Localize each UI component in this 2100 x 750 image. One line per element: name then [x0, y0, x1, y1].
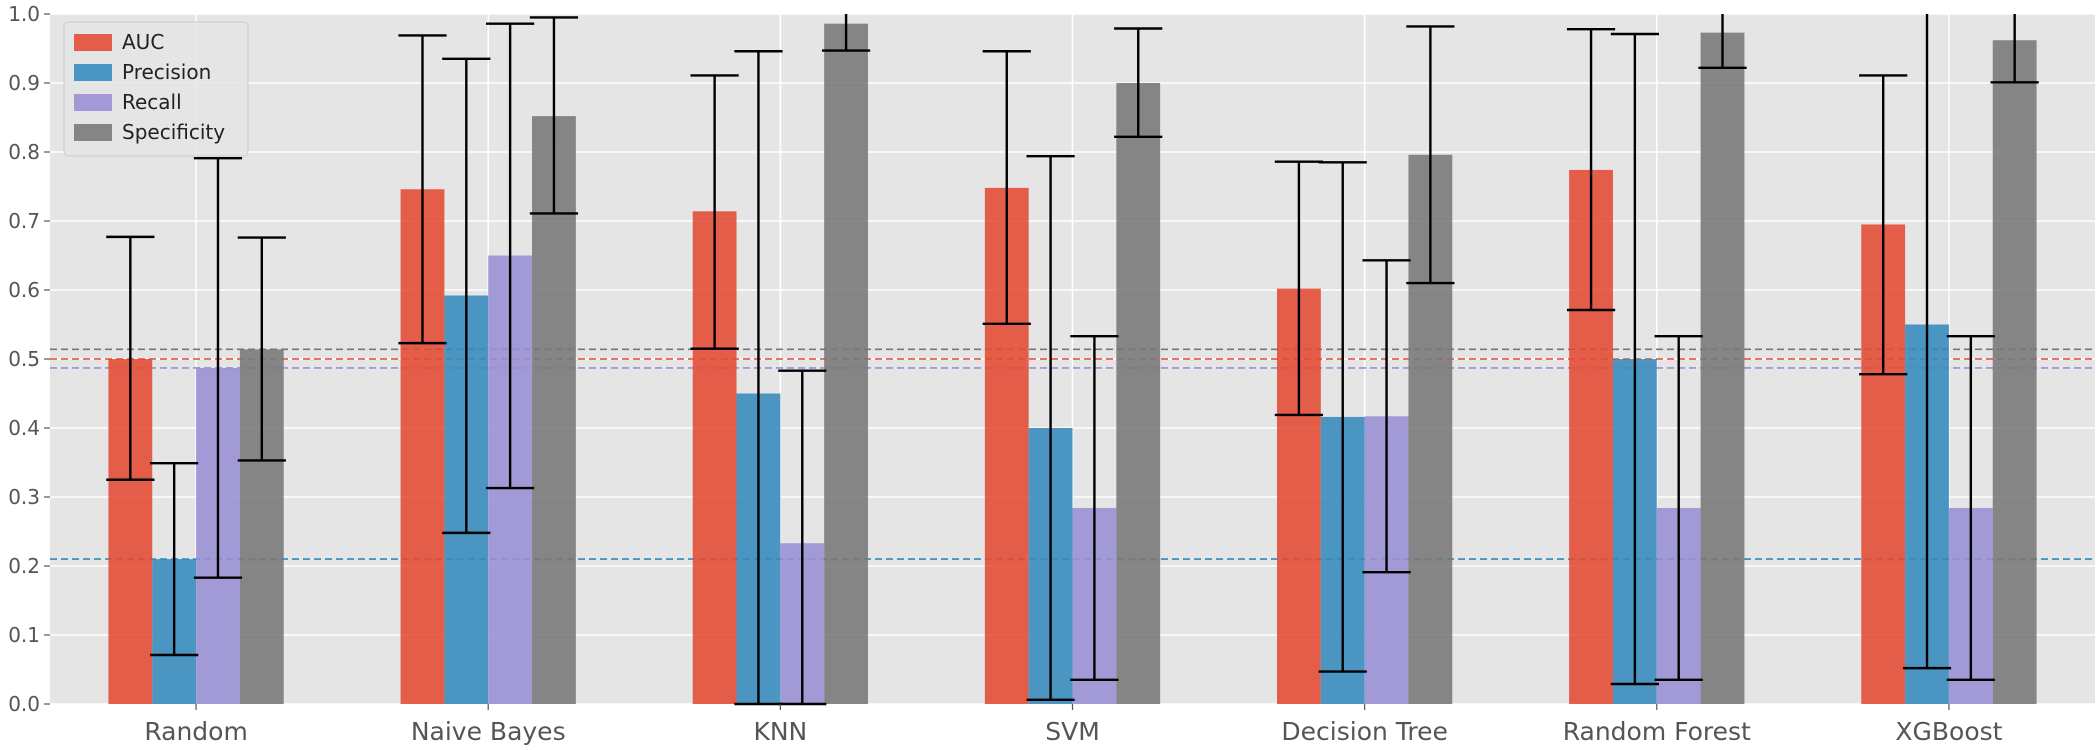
x-tick-label: Random	[144, 717, 248, 746]
y-tick-label: 0.3	[8, 485, 40, 509]
bar	[824, 23, 868, 705]
y-tick-label: 0.1	[8, 623, 40, 647]
legend-swatch	[74, 94, 112, 111]
legend-label: Specificity	[122, 120, 225, 144]
legend-box	[63, 21, 249, 157]
x-tick-label: Naive Bayes	[411, 717, 566, 746]
bars	[108, 23, 2037, 705]
x-axis-ticks: Random Naive Bayes KNN SVM Decision Tree Rand…	[144, 704, 2003, 746]
x-tick-label: KNN	[753, 717, 807, 746]
y-tick-label: 0.7	[8, 209, 40, 233]
bar	[1700, 32, 1745, 704]
legend-swatch	[74, 34, 112, 51]
x-tick-label: XGBoost	[1895, 717, 2002, 746]
x-tick-label: Random Forest	[1563, 717, 1751, 746]
x-tick-label: SVM	[1045, 717, 1100, 746]
y-tick-label: 0.2	[8, 554, 40, 578]
bar	[1116, 83, 1161, 704]
legend-label: AUC	[122, 30, 164, 54]
legend: AUC Precision Recall Specificity	[63, 21, 249, 157]
y-tick-label: 0.4	[8, 416, 40, 440]
legend-label: Precision	[122, 60, 211, 84]
error-bars	[106, 14, 2039, 706]
y-tick-label: 0.9	[8, 71, 40, 95]
y-tick-label: 1.0	[8, 2, 40, 26]
x-tick-label: Decision Tree	[1281, 717, 1447, 746]
y-axis-ticks: 0.0 0.1 0.2 0.3 0.4 0.5 0.6 0.7 0.8 0.9 1.0	[8, 2, 50, 716]
legend-label: Recall	[122, 90, 182, 114]
y-tick-label: 0.0	[8, 692, 40, 716]
y-tick-label: 0.8	[8, 140, 40, 164]
bar	[1992, 40, 2037, 705]
legend-swatch	[74, 64, 112, 81]
legend-swatch	[74, 124, 112, 141]
y-tick-label: 0.5	[8, 347, 40, 371]
y-tick-label: 0.6	[8, 278, 40, 302]
